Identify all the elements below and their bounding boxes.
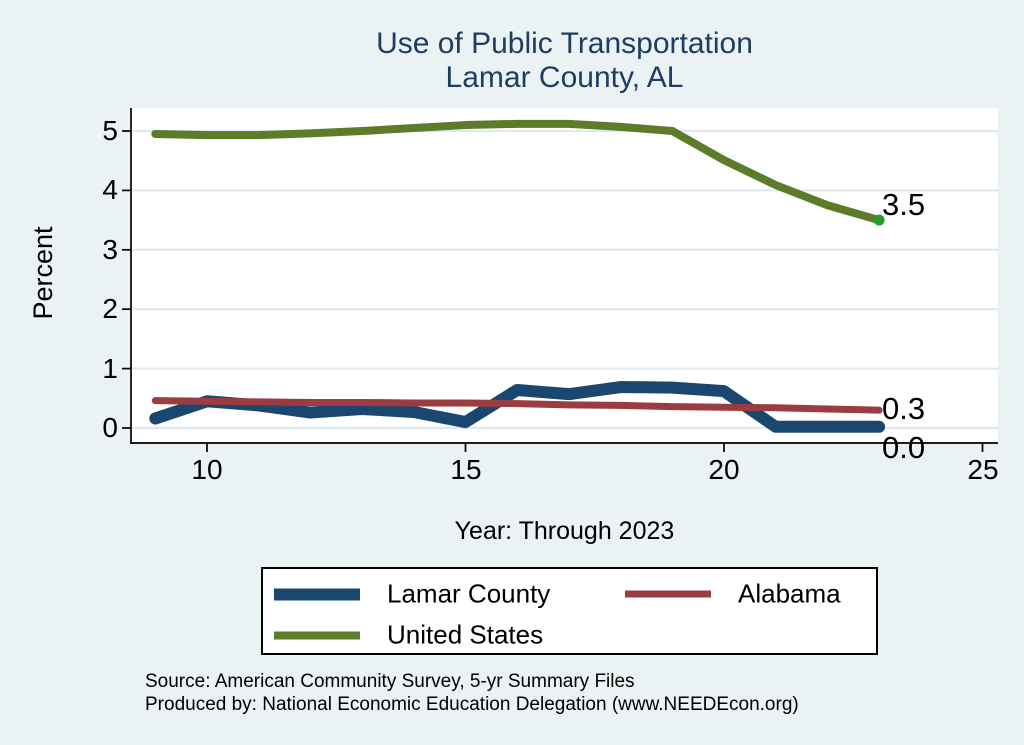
united-states-line xyxy=(151,119,884,225)
legend-item-united-states: United States xyxy=(274,620,543,651)
end-label-lamar-county: 0.0 xyxy=(882,430,926,465)
plot-area xyxy=(131,108,998,443)
chart-title-line1: Use of Public Transportation xyxy=(376,27,753,60)
legend-item-alabama: Alabama xyxy=(625,579,841,610)
y-axis-title: Percent xyxy=(28,226,58,320)
chart-legend: Lamar County Alabama United States xyxy=(261,567,878,655)
x-tick-label-15: 15 xyxy=(450,454,482,485)
legend-label-alabama: Alabama xyxy=(738,578,841,609)
lamar-county-line-swatch xyxy=(274,588,360,600)
lamar-county-line xyxy=(149,381,886,433)
produced-by-note: Produced by: National Economic Education… xyxy=(145,694,799,715)
x-tick-label-25: 25 xyxy=(967,454,999,485)
x-tick-label-10: 10 xyxy=(191,454,223,485)
y-tick-label-1: 1 xyxy=(102,353,118,384)
x-axis-title: Year: Through 2023 xyxy=(454,517,675,545)
x-tick-label-20: 20 xyxy=(708,454,740,485)
legend-label-united-states: United States xyxy=(387,619,544,650)
y-tick-label-2: 2 xyxy=(102,293,118,324)
end-label-united-states: 3.5 xyxy=(882,187,926,222)
united-states-end-marker xyxy=(873,214,885,226)
y-tick-label-4: 4 xyxy=(102,174,118,205)
source-note: Source: American Community Survey, 5-yr … xyxy=(145,671,635,692)
alabama-line xyxy=(151,397,883,414)
chart-title: Use of Public Transportation Lamar Count… xyxy=(131,27,998,95)
y-tick-label-5: 5 xyxy=(102,115,118,146)
end-label-alabama: 0.3 xyxy=(882,391,926,426)
y-tick-label-3: 3 xyxy=(102,234,118,265)
y-tick-label-0: 0 xyxy=(102,412,118,443)
legend-label-lamar-county: Lamar County xyxy=(387,578,551,609)
alabama-line-swatch xyxy=(625,590,711,598)
chart-footer: Source: American Community Survey, 5-yr … xyxy=(145,670,799,716)
legend-item-lamar-county: Lamar County xyxy=(274,579,550,610)
chart-title-line2: Lamar County, AL xyxy=(445,61,684,94)
united-states-line-swatch xyxy=(274,631,360,639)
